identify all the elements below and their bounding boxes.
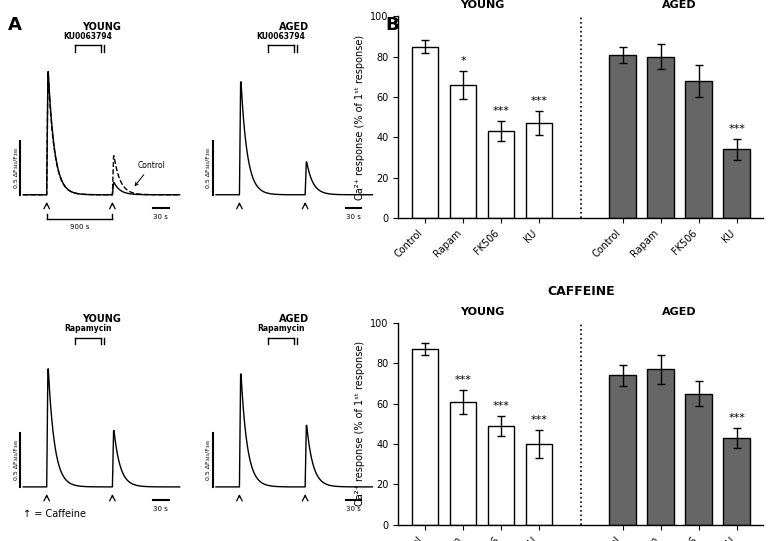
Text: 30 s: 30 s <box>346 506 361 512</box>
Bar <box>488 131 514 218</box>
Text: 900 s: 900 s <box>70 224 89 230</box>
Text: KU0063794: KU0063794 <box>64 32 113 41</box>
Text: *: * <box>460 56 466 65</box>
Bar <box>609 375 636 525</box>
Text: A: A <box>8 16 22 34</box>
Text: 0.5 ΔF₃₄₀/F₃₈₀: 0.5 ΔF₃₄₀/F₃₈₀ <box>13 440 19 480</box>
Text: Rapamycin: Rapamycin <box>258 324 305 333</box>
Y-axis label: Ca²⁺ response (% of 1ˢᵗ response): Ca²⁺ response (% of 1ˢᵗ response) <box>355 341 365 506</box>
Text: AGED: AGED <box>662 0 697 10</box>
Text: ***: *** <box>493 401 510 411</box>
Text: KU0063794: KU0063794 <box>257 32 305 41</box>
Text: 30 s: 30 s <box>153 214 168 220</box>
Text: AGED: AGED <box>662 307 697 317</box>
Bar <box>685 394 712 525</box>
Text: B: B <box>386 16 399 34</box>
Title: CAFFEINE: CAFFEINE <box>547 285 614 298</box>
Text: Rapamycin: Rapamycin <box>65 324 112 333</box>
Text: 30 s: 30 s <box>153 506 168 512</box>
Text: YOUNG: YOUNG <box>460 0 504 10</box>
Text: ***: *** <box>729 124 745 134</box>
Text: ***: *** <box>530 415 547 425</box>
Bar <box>449 85 476 218</box>
Bar <box>526 123 552 218</box>
Bar <box>723 438 750 525</box>
Text: AGED: AGED <box>279 314 309 324</box>
Bar <box>648 370 674 525</box>
Text: ***: *** <box>493 106 510 116</box>
Bar <box>609 55 636 218</box>
Bar <box>526 444 552 525</box>
Bar <box>723 149 750 218</box>
Text: ***: *** <box>530 96 547 106</box>
Bar <box>412 47 439 218</box>
Text: 0.5 ΔF₃₄₀/F₃₈₀: 0.5 ΔF₃₄₀/F₃₈₀ <box>206 440 211 480</box>
Y-axis label: Ca²⁺ response (% of 1ˢᵗ response): Ca²⁺ response (% of 1ˢᵗ response) <box>355 35 365 200</box>
Text: ***: *** <box>455 374 472 385</box>
Bar <box>488 426 514 525</box>
Text: YOUNG: YOUNG <box>460 307 504 317</box>
Bar <box>449 401 476 525</box>
Bar <box>648 57 674 218</box>
Bar <box>412 349 439 525</box>
Text: 0.5 ΔF₃₄₀/F₃₈₀: 0.5 ΔF₃₄₀/F₃₈₀ <box>206 148 211 188</box>
Text: Control: Control <box>135 161 165 186</box>
Text: 30 s: 30 s <box>346 214 361 220</box>
Text: YOUNG: YOUNG <box>82 22 121 31</box>
Text: AGED: AGED <box>279 22 309 31</box>
Bar <box>685 81 712 218</box>
Text: 0.5 ΔF₃₄₀/F₃₈₀: 0.5 ΔF₃₄₀/F₃₈₀ <box>13 148 19 188</box>
Text: ***: *** <box>729 413 745 423</box>
Text: ↑ = Caffeine: ↑ = Caffeine <box>23 510 86 519</box>
Text: YOUNG: YOUNG <box>82 314 121 324</box>
